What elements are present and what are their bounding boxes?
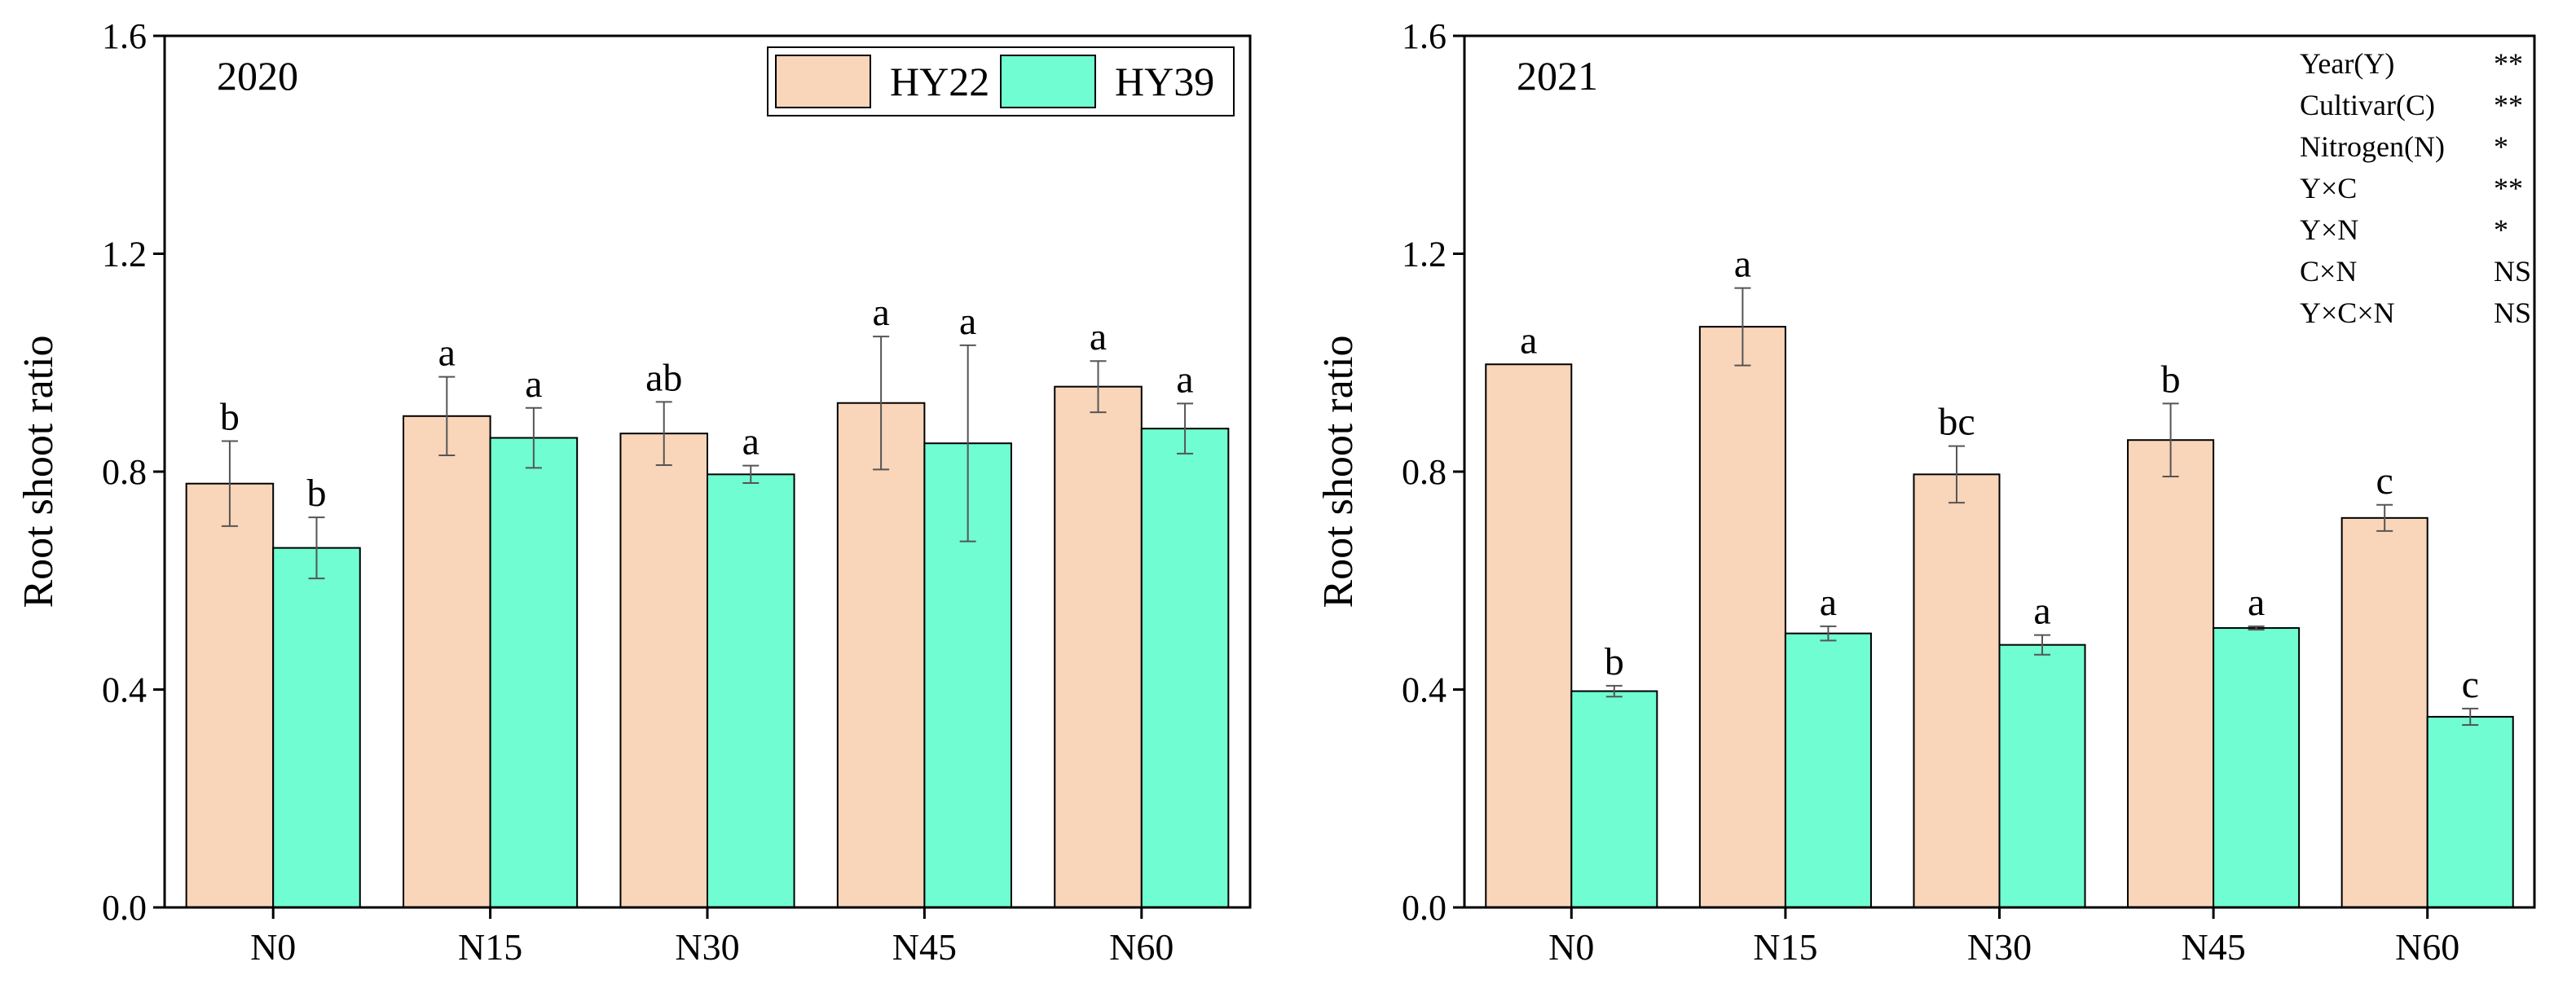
anova-significance: ** (2494, 47, 2523, 80)
y-axis-label: Root shoot ratio (1315, 335, 1362, 608)
legend-swatch-HY22 (775, 55, 871, 108)
legend-label-HY39: HY39 (1115, 59, 1214, 104)
x-tick-label: N15 (458, 926, 522, 968)
significance-letter: a (2033, 590, 2050, 633)
anova-effect-label: Cultivar(C) (2300, 89, 2435, 121)
bar-HY22-N30 (1913, 473, 2001, 908)
bar-HY39-N30 (707, 473, 795, 908)
y-tick-label: 1.2 (1402, 235, 1447, 275)
x-tick-label: N15 (1753, 926, 1817, 968)
anova-effect-label: C×N (2300, 255, 2357, 288)
y-tick-label: 1.6 (102, 16, 147, 56)
y-tick-label: 0.0 (102, 888, 147, 928)
significance-letter: ab (645, 356, 682, 399)
legend-swatch-HY39 (1000, 55, 1096, 108)
bar-HY22-N60 (1054, 385, 1143, 908)
y-tick-label: 0.4 (102, 670, 147, 710)
anova-significance: * (2494, 213, 2508, 246)
panel-year-label: 2020 (217, 53, 298, 99)
significance-letter: a (872, 291, 889, 334)
bar-HY22-N15 (1698, 326, 1786, 908)
y-tick-label: 0.4 (1402, 670, 1447, 710)
legend: HY22 HY39 (767, 46, 1235, 116)
significance-letter: a (1520, 318, 1537, 362)
bar-HY22-N0 (185, 482, 275, 908)
y-tick-label: 0.8 (1402, 452, 1447, 492)
bar-HY22-N60 (2340, 516, 2428, 908)
panel-year-label: 2021 (1517, 53, 1598, 99)
y-tick-label: 0.0 (1402, 888, 1447, 928)
bar-HY22-N45 (836, 402, 926, 908)
significance-letter: b (2161, 358, 2181, 401)
bar-HY22-N45 (2127, 439, 2215, 908)
bar-HY39-N60 (2426, 715, 2514, 908)
x-tick-label: N45 (2181, 926, 2245, 968)
significance-letter: a (2248, 581, 2265, 624)
x-tick-label: N30 (675, 926, 739, 968)
significance-letter: b (1605, 640, 1624, 683)
bar-HY39-N60 (1140, 428, 1230, 908)
x-tick-label: N30 (1967, 926, 2032, 968)
x-tick-label: N60 (2395, 926, 2459, 968)
x-tick-label: N45 (892, 926, 957, 968)
bar-HY39-N45 (2213, 626, 2301, 909)
significance-letter: b (220, 396, 240, 439)
anova-significance: NS (2494, 297, 2531, 329)
significance-letter: c (2462, 663, 2479, 706)
significance-letter: c (2376, 459, 2393, 503)
bar-HY22-N30 (619, 433, 708, 908)
y-tick-label: 0.8 (102, 452, 147, 492)
y-tick-label: 1.2 (102, 235, 147, 275)
legend-label-HY22: HY22 (890, 59, 989, 104)
significance-letter: b (306, 472, 326, 515)
anova-effect-label: Y×N (2300, 213, 2358, 246)
anova-effect-label: Nitrogen(N) (2300, 130, 2445, 163)
anova-significance: ** (2494, 89, 2523, 121)
significance-letter: a (438, 332, 456, 375)
anova-effect-label: Y×C×N (2300, 297, 2395, 329)
bar-HY22-N15 (403, 415, 491, 909)
bar-HY39-N0 (272, 547, 361, 908)
bar-HY39-N30 (1998, 644, 2086, 908)
y-axis-label: Root shoot ratio (15, 335, 62, 608)
bar-HY22-N0 (1485, 363, 1573, 909)
x-tick-label: N0 (1548, 926, 1594, 968)
anova-effect-label: Y×C (2300, 172, 2357, 204)
significance-letter: a (959, 300, 976, 343)
bar-HY39-N15 (489, 437, 579, 908)
significance-letter: a (1734, 243, 1751, 286)
significance-letter: a (1820, 581, 1837, 624)
anova-significance: NS (2494, 255, 2531, 288)
bar-HY39-N0 (1570, 690, 1658, 908)
y-tick-label: 1.6 (1402, 16, 1447, 56)
significance-letter: a (742, 420, 760, 463)
anova-effect-label: Year(Y) (2300, 47, 2394, 80)
significance-letter: a (1090, 315, 1107, 358)
significance-letter: a (525, 362, 542, 406)
x-tick-label: N60 (1109, 926, 1174, 968)
bar-HY39-N15 (1784, 632, 1872, 909)
significance-letter: a (1176, 358, 1193, 401)
x-tick-label: N0 (250, 926, 296, 968)
anova-significance: * (2494, 130, 2508, 163)
significance-letter: bc (1938, 401, 1975, 444)
anova-significance: ** (2494, 172, 2523, 204)
